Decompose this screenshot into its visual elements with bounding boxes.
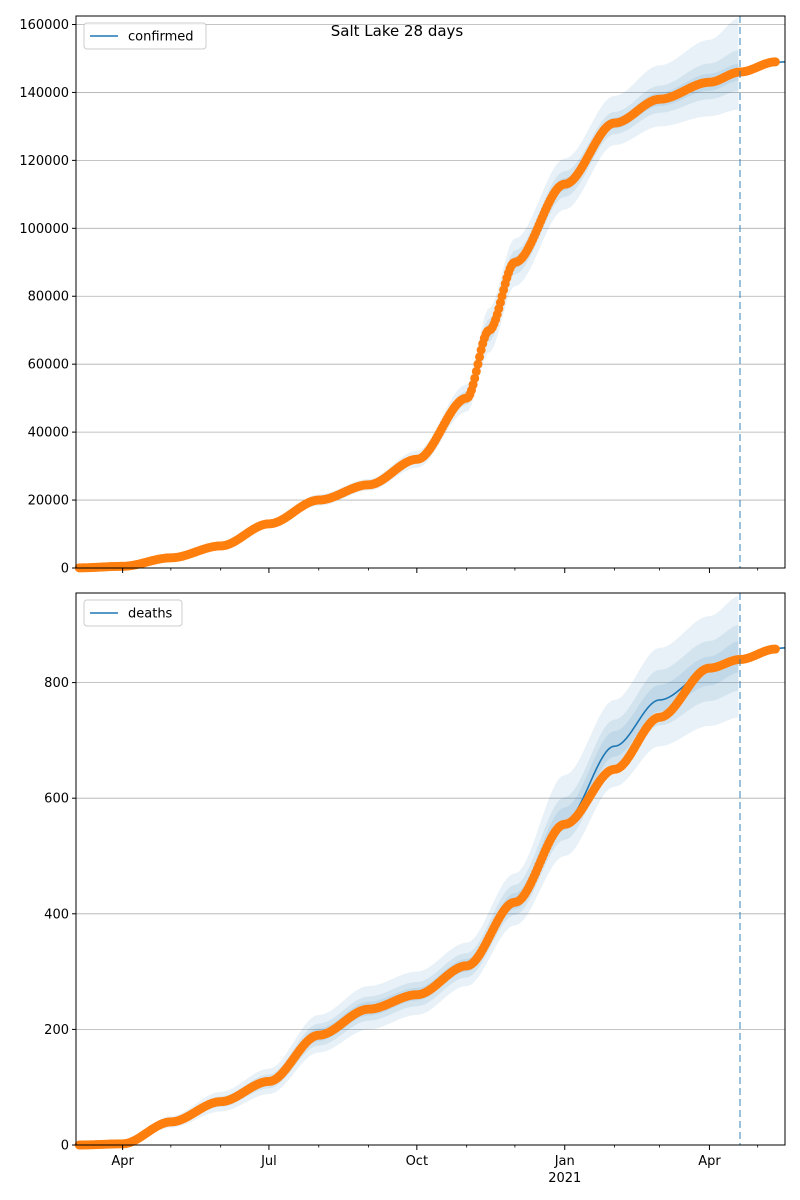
y-tick-label: 120000 <box>19 154 69 169</box>
y-tick-label: 60000 <box>28 358 69 373</box>
axes-frame <box>75 15 786 569</box>
data-point <box>770 644 780 654</box>
y-tick-label: 800 <box>44 676 69 691</box>
series-line-confirmed <box>75 61 786 569</box>
legend-label: deaths <box>128 607 173 622</box>
data-point <box>471 366 481 376</box>
x-year-label: 2021 <box>548 1171 581 1186</box>
legend-box <box>83 599 183 627</box>
uncertainty-band-2 <box>76 624 739 1145</box>
legend-box <box>83 22 207 50</box>
uncertainty-band-1 <box>76 17 739 568</box>
y-tick-label: 20000 <box>28 494 69 509</box>
y-tick-label: 100000 <box>19 222 69 237</box>
panel-0: 0 20000 40000 60000 80000 100000 120000 140000 1… <box>19 15 786 577</box>
observed-points <box>74 644 780 1150</box>
x-tick-label: Jan <box>554 1154 575 1169</box>
y-tick-label: 600 <box>44 792 69 807</box>
y-tick-label: 0 <box>61 1139 69 1154</box>
y-tick-label: 0 <box>61 562 69 577</box>
x-tick-label: Jul <box>260 1154 277 1169</box>
data-point <box>770 57 780 67</box>
y-tick-label: 140000 <box>19 86 69 101</box>
data-point <box>475 352 485 362</box>
y-tick-label: 80000 <box>28 290 69 305</box>
y-tick-label: 160000 <box>19 18 69 33</box>
legend: deaths <box>83 599 183 627</box>
axes-frame <box>75 592 786 1146</box>
y-tick-label: 400 <box>44 907 69 922</box>
x-tick-label: Apr <box>698 1154 721 1169</box>
uncertainty-band-3 <box>76 641 739 1145</box>
data-point <box>470 373 480 383</box>
x-tick-label: Oct <box>406 1154 428 1169</box>
y-tick-label: 200 <box>44 1023 69 1038</box>
data-point <box>473 359 483 369</box>
legend: confirmed <box>83 22 207 50</box>
y-tick-label: 40000 <box>28 426 69 441</box>
observed-points <box>74 57 780 573</box>
figure-title: Salt Lake 28 days <box>331 22 464 40</box>
x-tick-label: Apr <box>111 1154 134 1169</box>
panel-1: 0 200 400 600 800 Apr Jul Oct Jan Apr 2021 deaths <box>44 592 786 1186</box>
uncertainty-band-3 <box>76 63 739 568</box>
legend-label: confirmed <box>128 30 194 45</box>
uncertainty-band-1 <box>76 596 739 1145</box>
